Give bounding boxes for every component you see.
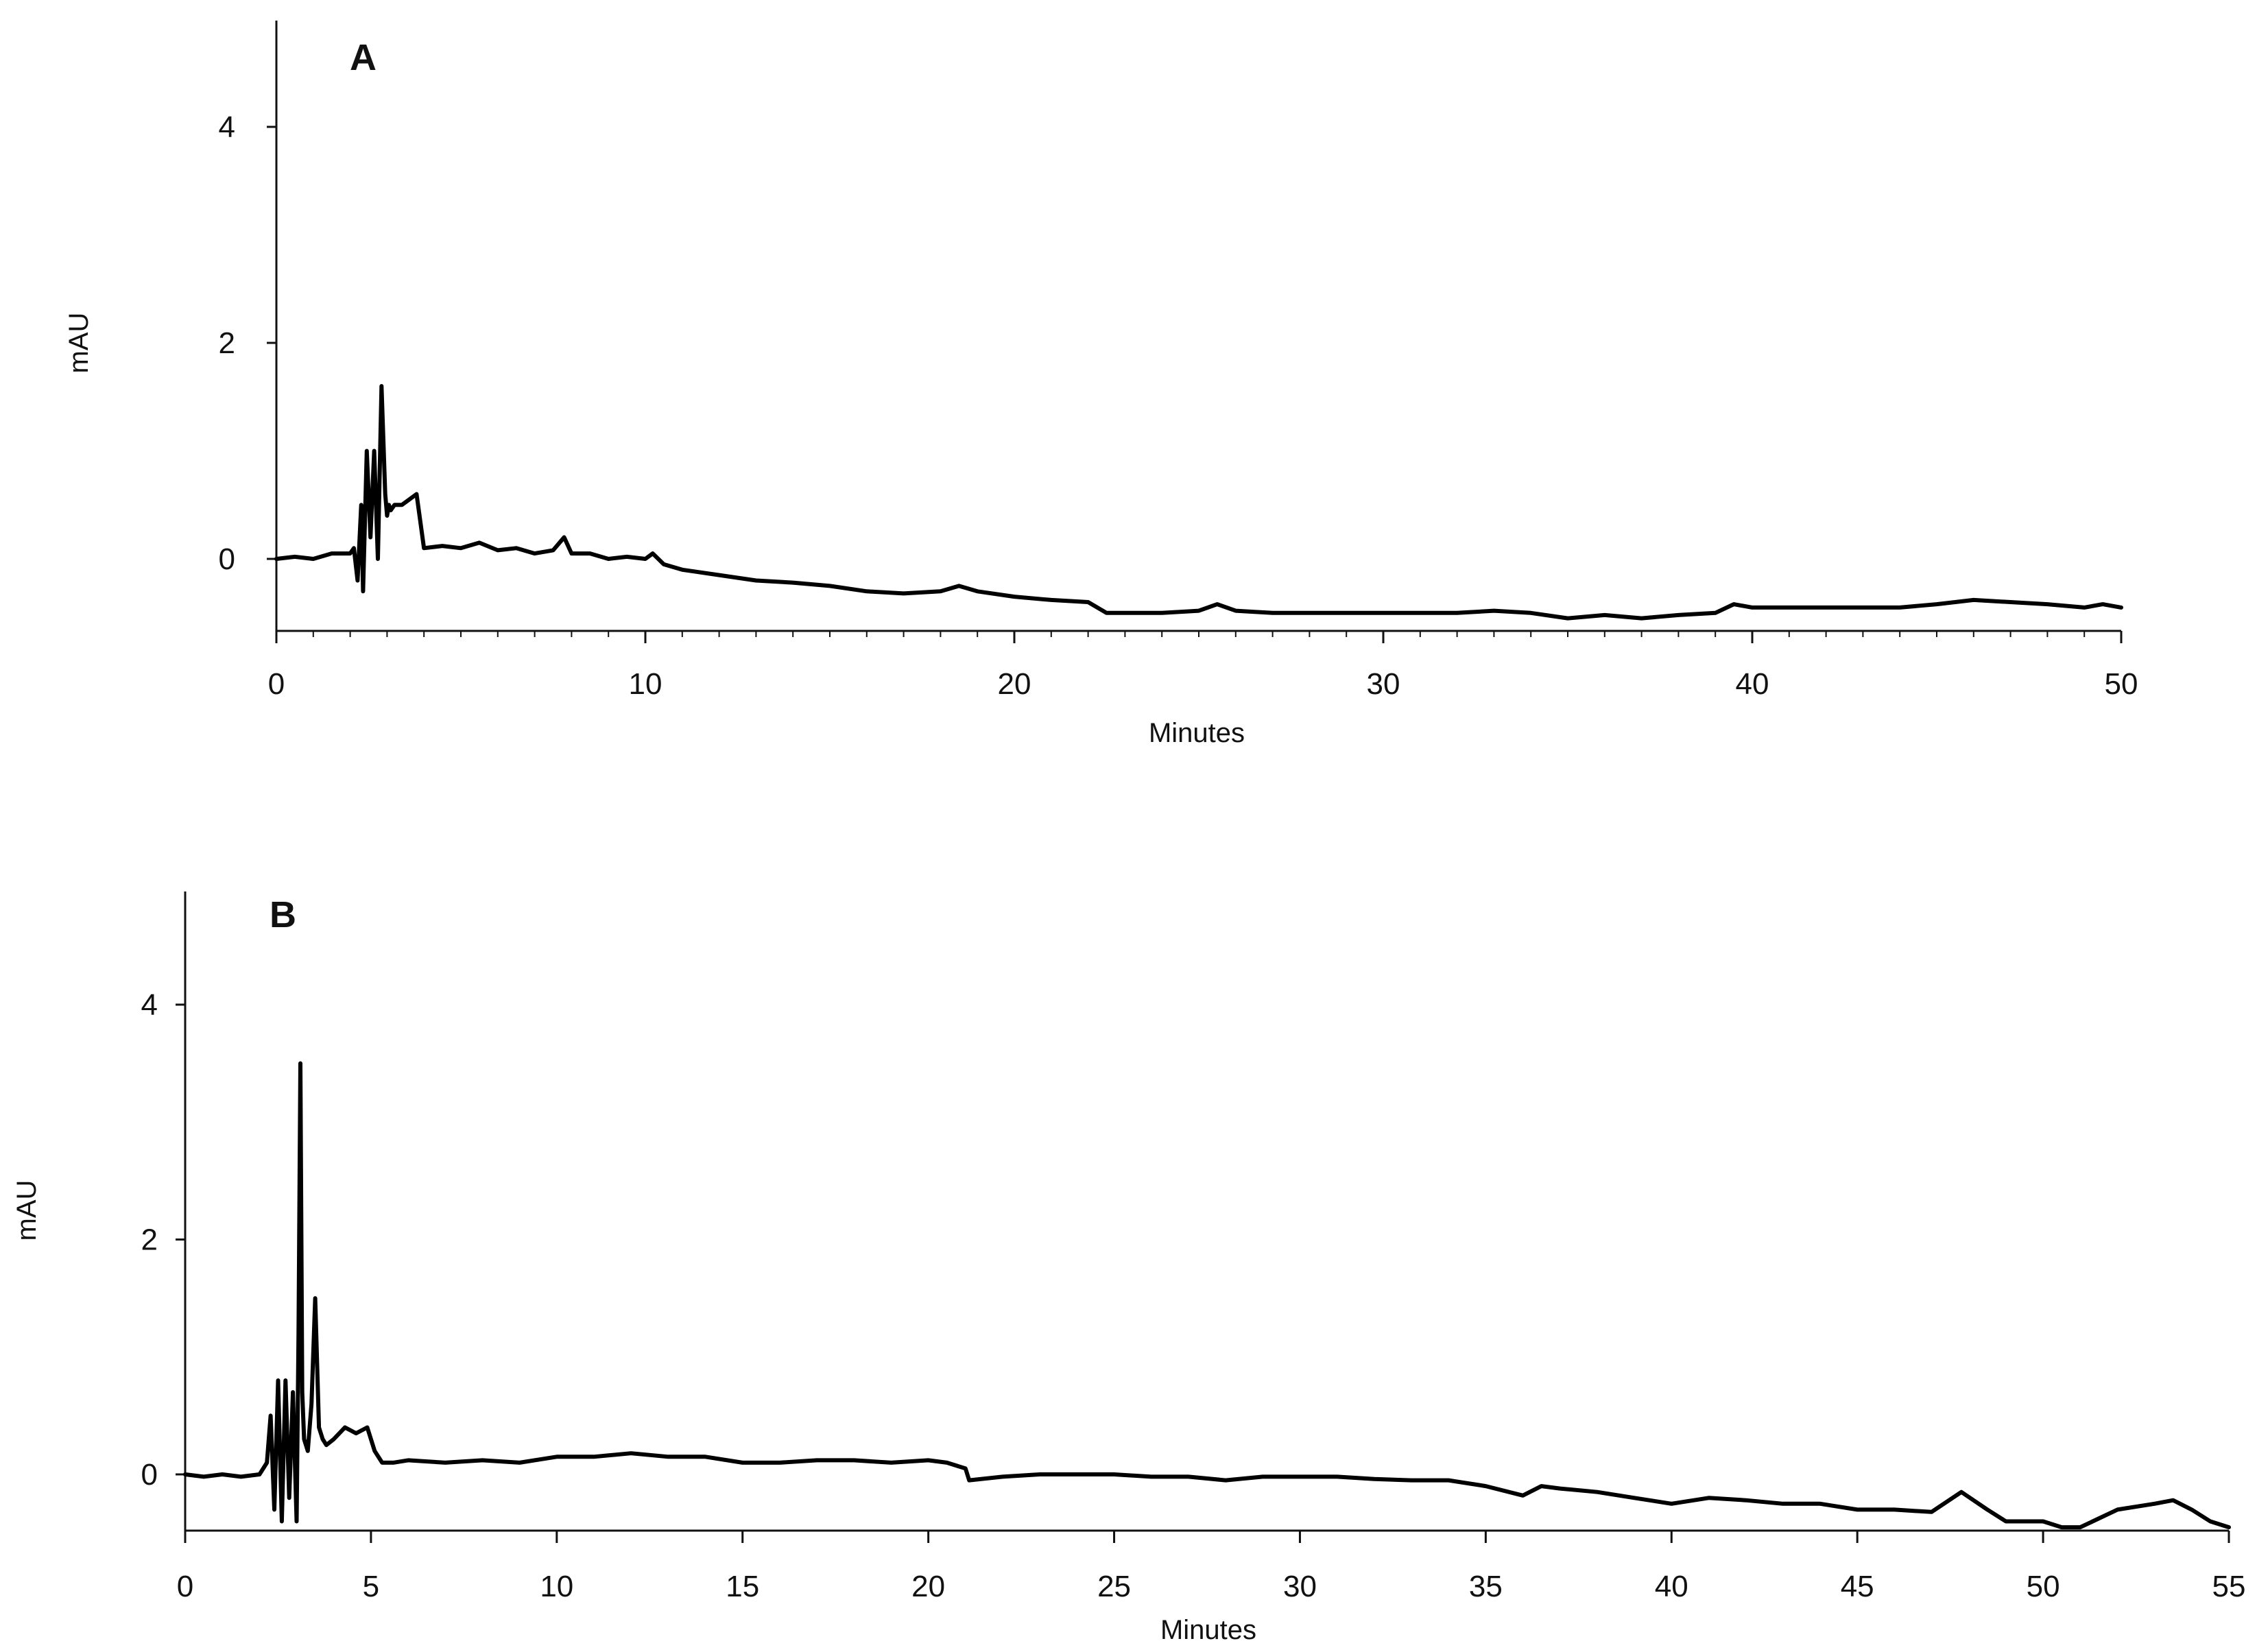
- panel-b-x-tick-label: 25: [1097, 1570, 1131, 1603]
- panel-a-x-tick-label: 20: [998, 667, 1031, 701]
- panel-b: B mAU Minutes 0 5 10 15 20 25 30 35 40 45 50 55 0 2 4: [12, 891, 2245, 1645]
- panel-b-y-tick-label: 4: [141, 988, 158, 1022]
- panel-a-y-tick-label: 0: [219, 542, 235, 576]
- panel-b-x-tick-label: 35: [1469, 1570, 1503, 1603]
- panel-b-x-tick-label: 15: [726, 1570, 759, 1603]
- panel-b-x-tick-label: 20: [911, 1570, 945, 1603]
- panel-a-x-ticks: 0 10 20 30 40 50: [268, 631, 2138, 701]
- panel-b-y-tick-label: 0: [141, 1458, 158, 1492]
- panel-a-label: A: [350, 37, 377, 78]
- panel-a-y-axis-title: mAU: [64, 313, 94, 374]
- panel-a-x-tick-label: 30: [1367, 667, 1400, 701]
- panel-a-x-axis-title: Minutes: [1149, 718, 1245, 748]
- panel-b-y-axis-title: mAU: [12, 1180, 42, 1241]
- panel-b-x-tick-label: 5: [363, 1570, 379, 1603]
- panel-b-y-ticks: 0 2 4: [141, 988, 185, 1492]
- panel-b-x-tick-label: 45: [1841, 1570, 1874, 1603]
- panel-a-x-tick-label: 0: [268, 667, 285, 701]
- panel-a-y-tick-label: 2: [219, 326, 235, 360]
- panel-b-y-tick-label: 2: [141, 1223, 158, 1257]
- panel-b-trace-line: [183, 1061, 2231, 1530]
- panel-b-x-tick-label: 40: [1655, 1570, 1688, 1603]
- panel-b-label: B: [270, 894, 296, 935]
- panel-a-x-tick-label: 40: [1736, 667, 1769, 701]
- panel-b-x-tick-label: 30: [1283, 1570, 1317, 1603]
- panel-b-x-ticks: 0 5 10 15 20 25 30 35 40 45 50 55: [177, 1531, 2246, 1603]
- panel-b-x-tick-label: 0: [177, 1570, 193, 1603]
- panel-a: A mAU Minutes 0 10 20 30 40 50 0 2 4: [64, 21, 2138, 748]
- panel-a-x-tick-label: 10: [629, 667, 662, 701]
- panel-b-x-axis-title: Minutes: [1160, 1615, 1256, 1645]
- panel-b-x-tick-label: 10: [540, 1570, 573, 1603]
- panel-b-x-tick-label: 50: [2027, 1570, 2060, 1603]
- panel-a-y-ticks: 0 2 4: [219, 110, 276, 576]
- panel-a-y-tick-label: 4: [219, 110, 235, 144]
- panel-b-x-tick-label: 55: [2212, 1570, 2246, 1603]
- panel-a-trace-line: [274, 384, 2123, 621]
- panel-a-x-tick-label: 50: [2105, 667, 2138, 701]
